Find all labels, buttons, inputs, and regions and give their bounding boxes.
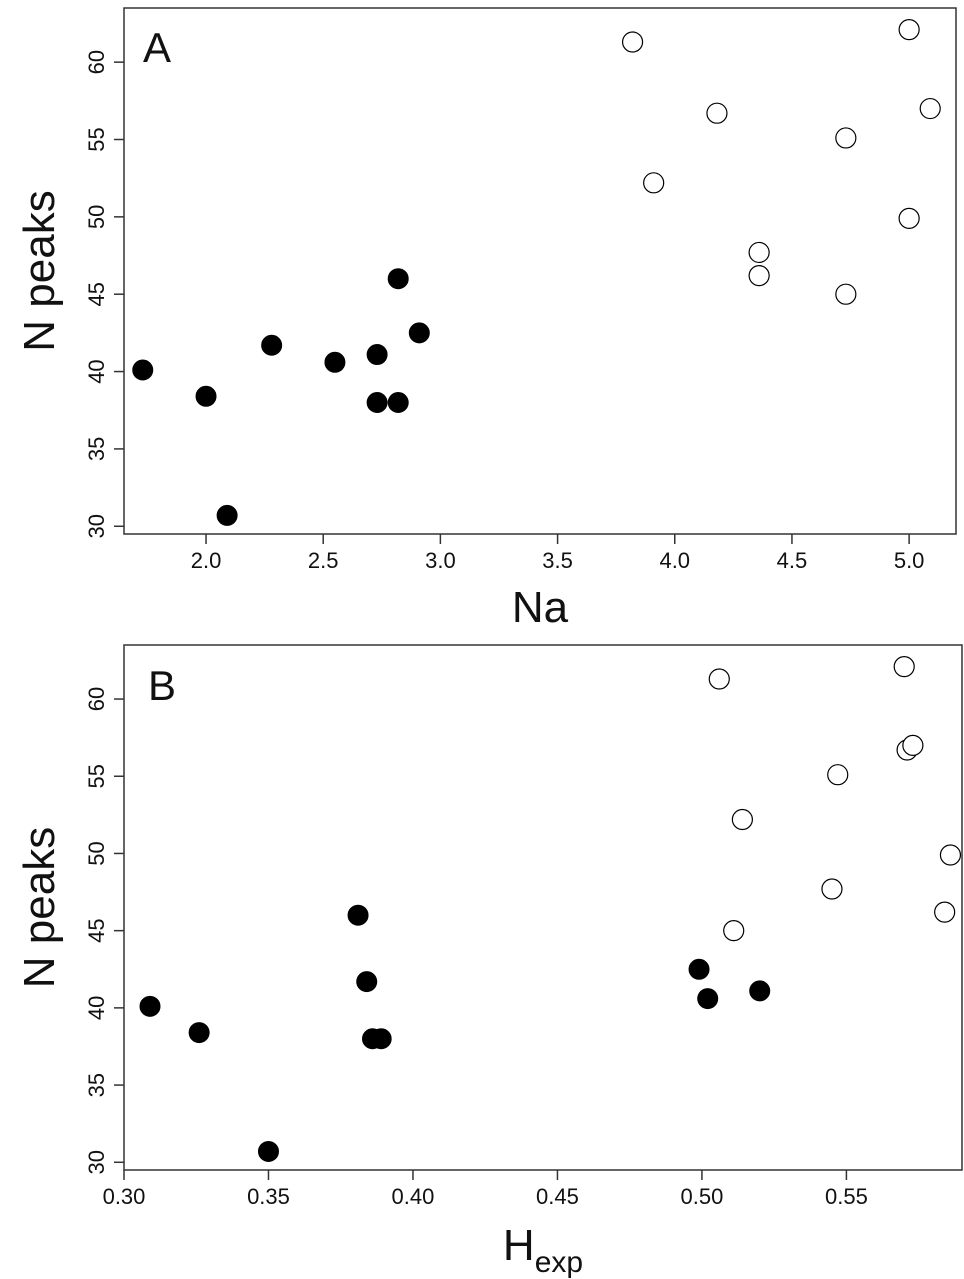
data-point-filled bbox=[688, 958, 710, 980]
y-tick-label: 45 bbox=[84, 918, 109, 942]
x-tick-label: 4.0 bbox=[659, 548, 690, 573]
data-point-open bbox=[939, 844, 962, 866]
x-tick-label: 0.40 bbox=[392, 1184, 435, 1209]
y-tick-label: 30 bbox=[84, 1150, 109, 1174]
data-point-open bbox=[708, 668, 730, 690]
x-tick-label: 0.55 bbox=[825, 1184, 868, 1209]
x-tick-label: 4.5 bbox=[777, 548, 808, 573]
y-tick-label: 35 bbox=[84, 1073, 109, 1097]
y-tick-label: 55 bbox=[84, 127, 109, 151]
data-point-open bbox=[893, 656, 915, 678]
data-point-filled bbox=[347, 904, 369, 926]
x-tick-label: 2.0 bbox=[191, 548, 222, 573]
y-axis-title: N peaks bbox=[15, 190, 64, 351]
x-tick-label: 3.0 bbox=[425, 548, 456, 573]
data-point-filled bbox=[366, 392, 388, 413]
data-point-filled bbox=[366, 344, 388, 366]
y-axis-title: N peaks bbox=[15, 827, 64, 988]
data-point-filled bbox=[408, 322, 430, 344]
x-tick-label: 2.5 bbox=[308, 548, 339, 573]
data-point-open bbox=[835, 127, 857, 149]
data-point-filled bbox=[387, 268, 409, 290]
data-point-open bbox=[827, 764, 849, 786]
y-tick-label: 40 bbox=[84, 996, 109, 1020]
y-tick-label: 55 bbox=[84, 764, 109, 788]
data-point-open bbox=[706, 102, 728, 124]
x-tick-label: 5.0 bbox=[894, 548, 925, 573]
data-point-open bbox=[934, 901, 956, 923]
data-point-filled bbox=[387, 392, 409, 413]
panel-a: 2.0 2.5 3.0 3.5 4.0 4.5 5.0 30 35 40 45 50 55 60 N pea… bbox=[15, 7, 957, 632]
panel-b: 0.30 0.35 0.40 0.45 0.50 0.55 30 35 40 45 50 55 60 N … bbox=[15, 644, 963, 1279]
data-point-filled bbox=[370, 1028, 392, 1050]
x-tick-label: 0.50 bbox=[681, 1184, 724, 1209]
data-point-open bbox=[835, 283, 857, 305]
data-point-filled bbox=[697, 988, 719, 1010]
data-point-open bbox=[898, 19, 920, 41]
plot-frame bbox=[123, 644, 963, 1171]
x-tick-label: 0.35 bbox=[247, 1184, 290, 1209]
data-point-filled bbox=[216, 504, 238, 526]
data-point-open bbox=[748, 265, 770, 287]
data-point-filled bbox=[132, 359, 154, 381]
y-tick-label: 40 bbox=[84, 359, 109, 383]
data-point-open bbox=[919, 97, 941, 120]
data-point-open bbox=[731, 808, 753, 831]
x-tick-label: 0.30 bbox=[103, 1184, 146, 1209]
y-tick-label: 50 bbox=[84, 205, 109, 229]
x-tick-label: 0.45 bbox=[536, 1184, 579, 1209]
data-point-open bbox=[902, 734, 924, 756]
x-tick-label: 3.5 bbox=[542, 548, 573, 573]
x-axis-title: Na bbox=[512, 583, 569, 632]
y-tick-label: 60 bbox=[84, 687, 109, 711]
data-point-open bbox=[643, 172, 665, 194]
data-point-filled bbox=[261, 334, 283, 356]
y-tick-label: 45 bbox=[84, 282, 109, 306]
data-point-filled bbox=[139, 995, 161, 1017]
y-tick-label: 60 bbox=[84, 50, 109, 74]
x-axis-title-main: Na bbox=[512, 583, 569, 632]
y-tick-label: 30 bbox=[84, 514, 109, 538]
data-point-filled bbox=[324, 351, 346, 373]
data-point-open bbox=[723, 920, 745, 942]
y-tick-label: 50 bbox=[84, 841, 109, 865]
data-point-open bbox=[898, 207, 920, 229]
data-point-filled bbox=[257, 1140, 279, 1162]
panel-label: B bbox=[148, 662, 176, 709]
data-point-filled bbox=[195, 385, 217, 407]
data-point-open bbox=[748, 241, 770, 264]
data-point-open bbox=[621, 31, 644, 53]
data-point-filled bbox=[356, 971, 378, 993]
plot-frame bbox=[123, 7, 957, 535]
x-axis-title-subscript: exp bbox=[535, 1246, 583, 1279]
panel-label: A bbox=[143, 24, 171, 71]
x-axis-title: Hexp bbox=[503, 1221, 583, 1279]
data-point-filled bbox=[188, 1022, 210, 1044]
data-point-filled bbox=[749, 980, 771, 1002]
y-tick-label: 35 bbox=[84, 437, 109, 461]
x-axis-title-main: H bbox=[503, 1221, 535, 1270]
data-point-open bbox=[821, 878, 843, 900]
